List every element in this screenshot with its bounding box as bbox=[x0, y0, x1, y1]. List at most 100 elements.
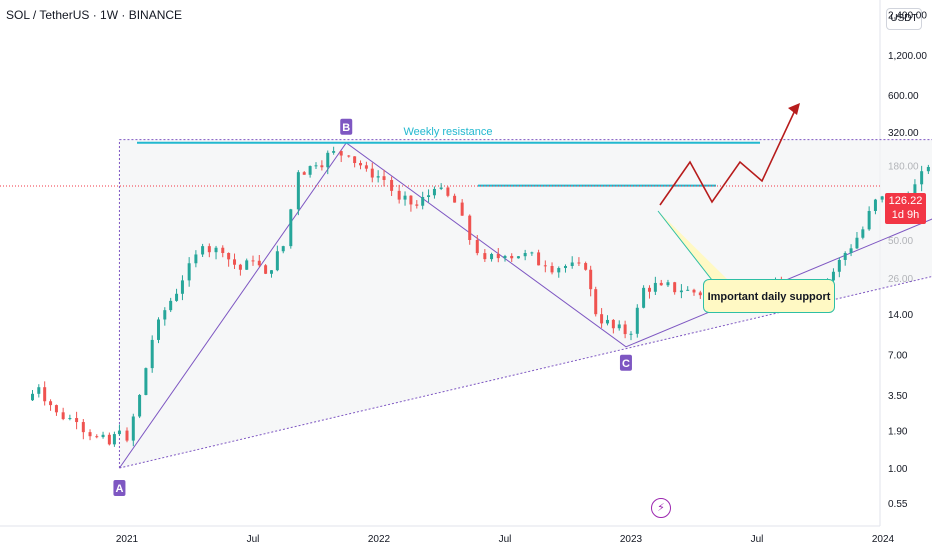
candle-body bbox=[214, 247, 218, 253]
candle-body bbox=[453, 195, 457, 203]
candle-body bbox=[503, 255, 507, 259]
candle-body bbox=[131, 416, 135, 441]
candle-body bbox=[88, 432, 92, 437]
candle-body bbox=[382, 176, 386, 180]
price-tick-label: 0.55 bbox=[888, 499, 908, 510]
candle-body bbox=[376, 176, 380, 178]
daily-support-callout[interactable]: Important daily support bbox=[703, 279, 835, 313]
candle-body bbox=[653, 282, 657, 292]
pattern-point-badge bbox=[619, 354, 632, 371]
abcd-pattern-line bbox=[119, 142, 932, 469]
candle-body bbox=[679, 290, 683, 293]
time-axis: 2021Jul2022Jul2023Jul2024Jul2025Jul2026J… bbox=[116, 534, 895, 545]
time-tick-label: Jul bbox=[247, 534, 260, 545]
candle-body bbox=[320, 165, 324, 168]
pattern-point-label: B bbox=[342, 122, 350, 134]
candle-body bbox=[837, 259, 841, 272]
price-tick-label: 1.00 bbox=[888, 464, 908, 475]
candle-body bbox=[439, 187, 443, 189]
time-tick-label: 2022 bbox=[368, 534, 391, 545]
candle-body bbox=[251, 260, 255, 262]
candle-body bbox=[233, 259, 237, 265]
candle-body bbox=[308, 166, 312, 175]
candle-body bbox=[157, 319, 160, 340]
candle-body bbox=[187, 263, 191, 281]
candle-body bbox=[257, 260, 261, 266]
candle-body bbox=[543, 265, 547, 267]
candle-body bbox=[659, 282, 663, 286]
candle-body bbox=[516, 256, 520, 259]
candle-body bbox=[397, 190, 401, 200]
candle-body bbox=[169, 300, 173, 311]
candle-body bbox=[403, 195, 407, 200]
candle-body bbox=[390, 179, 394, 191]
candle-body bbox=[37, 387, 41, 394]
candle-body bbox=[296, 172, 300, 210]
price-tick-label: 7.00 bbox=[888, 351, 908, 362]
candle-body bbox=[849, 248, 853, 253]
pattern-drawings: Weekly resistance bbox=[0, 103, 932, 469]
candle-body bbox=[117, 430, 121, 435]
time-tick-label: Jul bbox=[499, 534, 512, 545]
chart-title: SOL / TetherUS · 1W · BINANCE bbox=[6, 8, 183, 22]
point-labels: ABCD bbox=[113, 118, 632, 496]
candle-body bbox=[54, 405, 58, 413]
last-price-value: 126.22 bbox=[888, 195, 923, 207]
candle-body bbox=[855, 237, 859, 249]
candle-body bbox=[332, 151, 336, 153]
candle-body bbox=[175, 293, 179, 301]
pattern-point-badge bbox=[340, 118, 353, 135]
price-tick-label: 14.00 bbox=[888, 310, 913, 321]
candle-body bbox=[537, 252, 541, 266]
candle-body bbox=[475, 239, 479, 254]
price-tick-label: 1.90 bbox=[888, 427, 908, 438]
candle-body bbox=[483, 253, 487, 260]
candle-body bbox=[843, 252, 847, 260]
price-tick-label: 2,400.00 bbox=[888, 10, 927, 21]
candle-body bbox=[180, 280, 184, 294]
candle-body bbox=[611, 319, 615, 329]
time-tick-label: 2021 bbox=[116, 534, 139, 545]
candle-body bbox=[490, 253, 494, 260]
candle-body bbox=[496, 253, 500, 259]
candle-body bbox=[563, 266, 567, 269]
candle-body bbox=[926, 166, 930, 172]
candle-body bbox=[264, 265, 268, 274]
candle-body bbox=[75, 418, 79, 423]
candle-body bbox=[594, 289, 598, 315]
candle-body bbox=[589, 269, 593, 290]
time-tick-label: 2024 bbox=[872, 534, 895, 545]
price-tick-label: 3.50 bbox=[888, 391, 908, 402]
price-tick-label: 1,200.00 bbox=[888, 51, 927, 62]
candle-body bbox=[629, 333, 633, 335]
candle-body bbox=[289, 209, 293, 247]
candle-body bbox=[81, 422, 85, 433]
candle-body bbox=[523, 252, 527, 257]
candle-body bbox=[49, 401, 53, 406]
pattern-point-label: A bbox=[115, 483, 123, 495]
candle-body bbox=[666, 282, 670, 286]
time-tick-label: 2023 bbox=[620, 534, 643, 545]
lightning-icon[interactable]: ⚡ bbox=[651, 498, 671, 518]
candle-body bbox=[339, 151, 343, 156]
candle-body bbox=[275, 251, 279, 271]
bar-countdown: 1d 9h bbox=[891, 209, 920, 221]
candle-body bbox=[101, 434, 105, 438]
candle-body bbox=[570, 262, 574, 266]
candle-body bbox=[861, 229, 865, 238]
candle-body bbox=[347, 155, 351, 157]
candle-body bbox=[150, 339, 154, 369]
candle-body bbox=[409, 195, 413, 205]
candle-body bbox=[421, 197, 425, 206]
candle-body bbox=[43, 387, 47, 402]
candle-body bbox=[673, 282, 677, 293]
candle-body bbox=[68, 418, 72, 420]
candle-body bbox=[432, 188, 436, 196]
range-shading bbox=[119, 139, 932, 468]
price-tick-label: 320.00 bbox=[888, 128, 919, 139]
currency-button[interactable]: USDT bbox=[886, 8, 922, 30]
candle-body bbox=[692, 289, 696, 293]
price-tick-label: 600.00 bbox=[888, 91, 919, 102]
candle-body bbox=[867, 210, 871, 230]
candle-body bbox=[577, 262, 581, 264]
